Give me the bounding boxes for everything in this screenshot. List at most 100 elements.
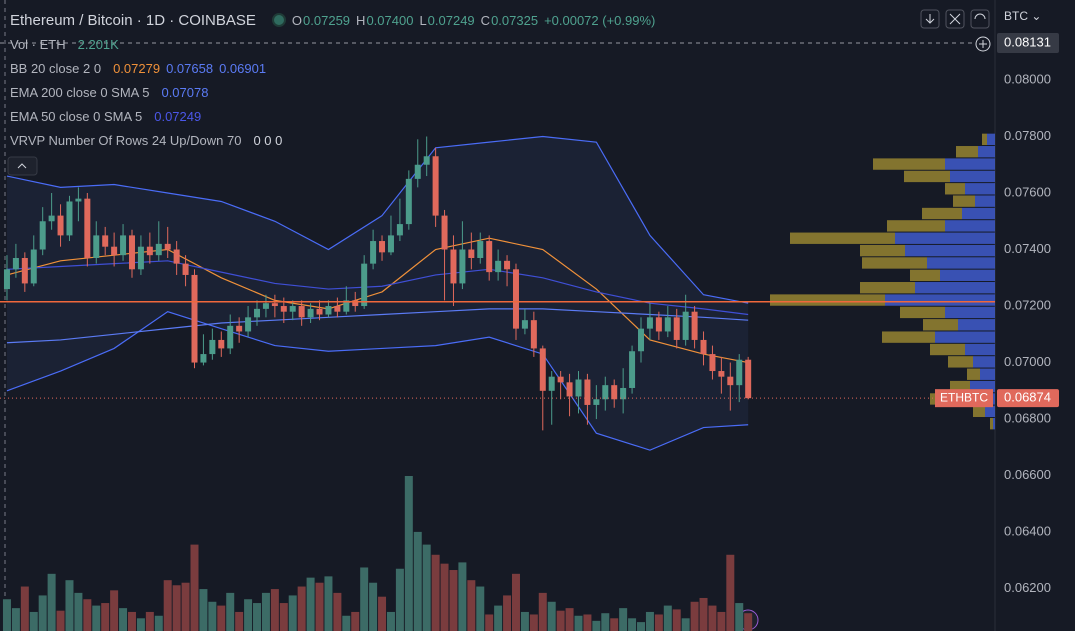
volume-bar — [288, 595, 297, 631]
profile-up — [945, 306, 995, 319]
button-down[interactable] — [920, 9, 940, 29]
volume-bar — [172, 585, 181, 631]
toolbar — [920, 9, 990, 29]
volume-bar — [181, 582, 190, 631]
profile-down — [860, 244, 905, 257]
volume-bar — [547, 601, 556, 631]
profile-down — [990, 418, 993, 430]
candle-body — [361, 263, 368, 307]
profile-down — [973, 405, 985, 418]
volume-bar — [378, 596, 387, 631]
candle-body — [629, 351, 636, 388]
volume-row: Vol · ETH 2.201K — [10, 32, 661, 56]
candle-body — [512, 269, 519, 329]
profile-up — [927, 257, 995, 269]
profile-down — [956, 146, 978, 158]
candle-body — [602, 385, 609, 400]
volume-bar — [404, 476, 413, 631]
volume-bar — [47, 573, 56, 631]
y-tick-label: 0.07200 — [1004, 297, 1051, 312]
candle-body — [655, 317, 662, 332]
candle-body — [370, 241, 377, 264]
collapse-button[interactable] — [7, 156, 38, 176]
candle-body — [405, 178, 412, 225]
volume-bar — [592, 620, 601, 631]
volume-bar — [226, 592, 235, 631]
indicator-value: 0.06901 — [219, 60, 267, 76]
candle-body — [227, 325, 234, 349]
volume-bar — [386, 611, 395, 631]
profile-down — [862, 257, 927, 269]
profile-up — [965, 343, 995, 356]
candle-body — [611, 385, 618, 400]
volume-bar — [163, 580, 172, 631]
candle-body — [334, 306, 341, 312]
volume-bar — [145, 611, 154, 631]
volume-bar — [351, 611, 360, 631]
y-tick-label: 0.06200 — [1004, 580, 1051, 595]
volume-bar — [199, 589, 208, 631]
volume-bar — [2, 599, 11, 631]
candle-body — [593, 399, 600, 405]
candle-body — [137, 246, 144, 270]
candle-body — [646, 317, 653, 329]
volume-bar — [11, 608, 20, 631]
candle-body — [236, 325, 243, 332]
currency-selector[interactable]: BTC ⌄ — [1004, 9, 1042, 23]
profile-down — [982, 133, 987, 146]
candle-body — [245, 317, 252, 332]
profile-down — [923, 319, 958, 331]
profile-down — [967, 368, 980, 380]
button-expand[interactable] — [945, 9, 965, 29]
candle-body — [262, 303, 269, 309]
indicator-value: 0.07078 — [161, 84, 209, 100]
y-tick-label: 0.07400 — [1004, 241, 1051, 256]
candle-body — [164, 243, 171, 250]
candle-body — [30, 249, 37, 284]
chart-title: Ethereum / Bitcoin · 1D · COINBASE — [10, 11, 256, 29]
volume-bar — [119, 608, 128, 631]
collapse-icon — [17, 163, 27, 169]
add-icon — [979, 40, 987, 48]
ohlc-label: H — [356, 12, 366, 28]
profile-up — [993, 418, 995, 430]
volume-bar — [601, 613, 610, 631]
candle-body — [432, 156, 439, 216]
ohlc-label: C — [480, 12, 491, 28]
indicator-label: EMA 200 close 0 SMA 5 — [10, 84, 150, 100]
volume-bar — [440, 563, 449, 631]
title-row: Ethereum / Bitcoin · 1D · COINBASE O 0.072… — [10, 8, 661, 32]
y-tick-label: 0.07800 — [1004, 128, 1051, 143]
volume-bar — [628, 618, 637, 631]
volume-bar — [208, 601, 217, 631]
volume-bar — [467, 580, 476, 631]
ohlc-label: L — [419, 12, 427, 28]
y-tick-label: 0.06600 — [1004, 467, 1051, 482]
add-alert-button[interactable] — [975, 36, 991, 52]
candle-body — [620, 387, 627, 400]
volume-bar — [699, 597, 708, 631]
profile-up — [973, 356, 995, 368]
volume-bar — [494, 605, 503, 631]
volume-bar — [306, 577, 315, 631]
volume-bar — [244, 599, 253, 631]
volume-bar — [511, 573, 520, 631]
icon-expand — [949, 13, 961, 25]
y-tick-label: 0.06800 — [1004, 411, 1051, 426]
candle-body — [93, 235, 100, 258]
volume-bar — [726, 554, 735, 631]
volume-bar — [342, 615, 351, 631]
volume-bar — [74, 592, 83, 631]
profile-up — [980, 368, 995, 380]
y-tick-label: 0.07600 — [1004, 184, 1051, 199]
profile-down — [953, 195, 975, 207]
last-price-tag — [997, 389, 1059, 408]
volume-bar — [431, 554, 440, 631]
button-refresh[interactable] — [970, 9, 990, 29]
status-dot — [271, 13, 286, 27]
volume-bar — [65, 580, 74, 631]
volume-bar — [529, 614, 538, 631]
profile-up — [965, 183, 995, 195]
candle-body — [718, 371, 725, 377]
profile-up — [915, 282, 995, 294]
